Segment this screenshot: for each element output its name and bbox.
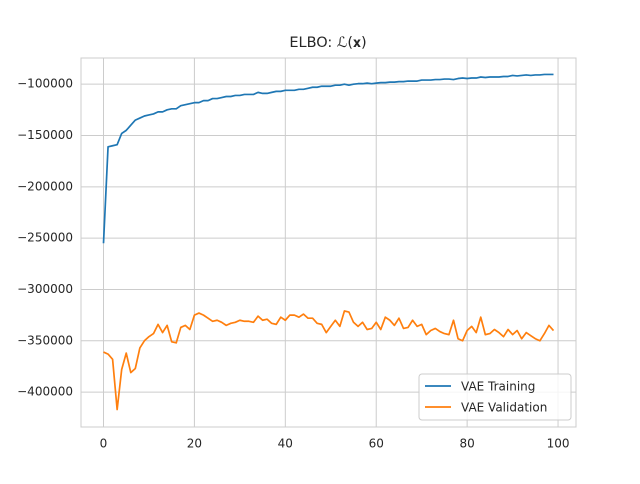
plot-frame [80, 57, 577, 428]
legend-label: VAE Validation [461, 401, 547, 415]
x-tick-label: 100 [547, 437, 570, 451]
chart-title: ELBO: ℒ(𝐱) [289, 35, 366, 51]
grid [81, 58, 576, 427]
legend: VAE Training VAE Validation [418, 373, 572, 421]
y-tick-label: −300000 [17, 282, 73, 296]
x-tick-label: 80 [459, 437, 474, 451]
legend-box [418, 373, 572, 421]
y-tick-label: −150000 [17, 128, 73, 142]
x-tick-label: 0 [100, 437, 108, 451]
series-line [103, 310, 555, 411]
x-tick-label: 60 [369, 437, 384, 451]
series-line [102, 73, 554, 244]
legend-label: VAE Training [461, 380, 535, 394]
y-tick-label: −400000 [17, 385, 73, 399]
x-tick-label: 40 [278, 437, 293, 451]
y-tick-label: −250000 [17, 231, 73, 245]
y-tick-label: −100000 [17, 77, 73, 91]
y-tick-label: −350000 [17, 333, 73, 347]
lines [102, 73, 555, 411]
y-tick-label: −200000 [17, 179, 73, 193]
x-tick-label: 20 [187, 437, 202, 451]
